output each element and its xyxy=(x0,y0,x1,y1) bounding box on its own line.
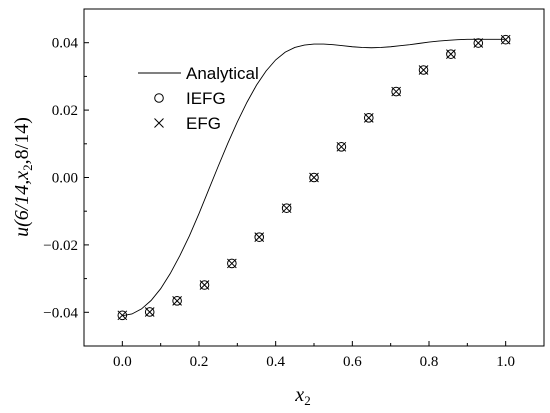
iefg-point xyxy=(144,307,155,317)
x-tick-label: 1.0 xyxy=(496,354,515,370)
y-axis-ticks: −0.04 −0.02 0.00 0.02 0.04 xyxy=(43,8,89,347)
iefg-point xyxy=(473,38,484,48)
iefg-series xyxy=(117,34,511,321)
efg-point xyxy=(418,65,429,75)
efg-point xyxy=(446,49,456,60)
efg-point xyxy=(309,172,319,183)
x-tick-label: 0.2 xyxy=(190,354,209,370)
iefg-point xyxy=(500,34,511,45)
efg-point xyxy=(500,34,511,45)
legend-efg-marker xyxy=(154,118,164,128)
iefg-point xyxy=(117,310,128,321)
efg-point xyxy=(226,258,237,269)
iefg-point xyxy=(172,296,182,306)
efg-point xyxy=(363,112,374,123)
efg-point xyxy=(117,310,128,321)
iefg-point xyxy=(281,203,292,213)
iefg-point xyxy=(446,49,456,59)
legend-efg-label: EFG xyxy=(186,114,221,133)
x-tick-label: 0.8 xyxy=(420,354,439,370)
iefg-point xyxy=(336,142,347,152)
efg-point xyxy=(473,38,484,48)
legend-iefg-label: IEFG xyxy=(186,89,226,108)
iefg-point xyxy=(309,172,319,183)
legend: Analytical IEFG EFG xyxy=(138,64,259,133)
efg-point xyxy=(199,280,210,290)
legend-analytical-label: Analytical xyxy=(186,64,259,83)
y-tick-label: −0.04 xyxy=(43,305,78,321)
efg-point xyxy=(254,232,265,243)
efg-point xyxy=(144,307,155,317)
iefg-point xyxy=(254,232,265,242)
x-axis-label: x2 xyxy=(294,384,310,408)
x-tick-label: 0.4 xyxy=(266,354,285,370)
y-tick-label: 0.00 xyxy=(52,171,78,187)
iefg-point xyxy=(199,280,210,290)
efg-point xyxy=(172,295,182,306)
y-axis-label: u(6/14,x2,8/14) xyxy=(11,117,35,237)
x-axis-ticks: 0.0 0.2 0.4 0.6 0.8 1.0 xyxy=(83,341,545,370)
legend-iefg-marker xyxy=(154,93,164,103)
efg-point xyxy=(281,203,292,214)
y-tick-label: −0.02 xyxy=(43,238,78,254)
y-tick-label: 0.04 xyxy=(52,36,79,52)
efg-point xyxy=(391,86,402,97)
iefg-point xyxy=(418,65,429,75)
efg-point xyxy=(336,141,347,152)
x-tick-label: 0.6 xyxy=(343,354,362,370)
efg-series xyxy=(117,34,511,321)
iefg-point xyxy=(363,113,374,123)
iefg-point xyxy=(391,86,401,97)
analytical-series-line xyxy=(122,38,506,317)
y-tick-label: 0.02 xyxy=(52,103,78,119)
x-tick-label: 0.0 xyxy=(113,354,132,370)
iefg-point xyxy=(227,258,237,269)
